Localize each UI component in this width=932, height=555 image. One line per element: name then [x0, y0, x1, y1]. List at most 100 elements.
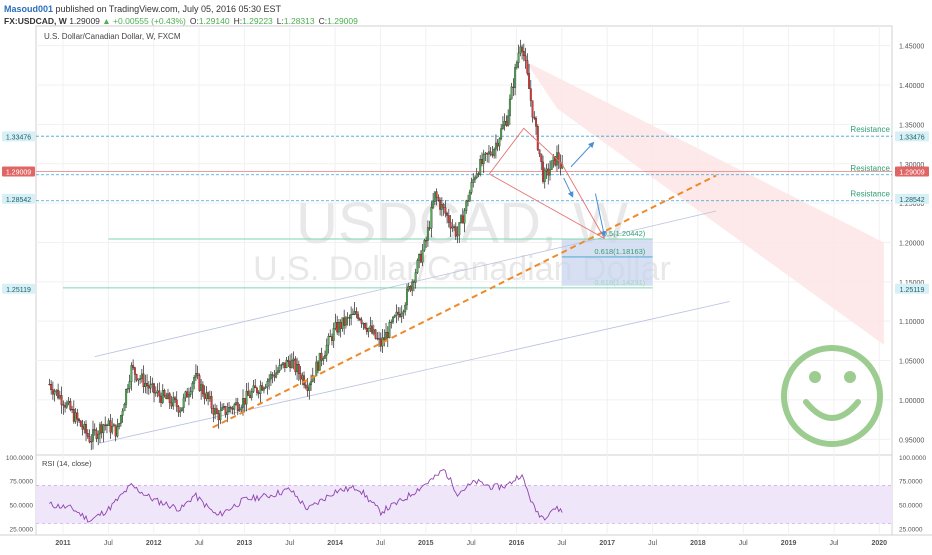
candle-body — [388, 322, 391, 338]
candle-body — [514, 67, 517, 88]
candle-body — [482, 154, 485, 164]
candle-body — [212, 408, 215, 415]
candle-body — [397, 311, 400, 315]
y-tick-label: 1.15000 — [899, 280, 924, 287]
projection-arrow — [594, 193, 607, 238]
author-link[interactable]: Masoud001 — [4, 4, 53, 14]
candle-body — [344, 317, 347, 326]
candle-body — [156, 390, 159, 393]
candle-body — [93, 429, 96, 431]
header-line-1: Masoud001 published on TradingView.com, … — [4, 4, 282, 14]
candle-body — [118, 423, 121, 427]
x-tick-label: Jul — [648, 540, 657, 547]
candle-body — [114, 424, 117, 437]
price-tag-right-label: 1.25119 — [900, 287, 925, 294]
candle-body — [484, 152, 487, 155]
candle-body — [161, 390, 164, 403]
candle-body — [208, 396, 211, 399]
candle-body — [543, 170, 546, 182]
candle-body — [472, 179, 475, 183]
candle-body — [74, 412, 77, 422]
candle-body — [399, 314, 401, 317]
price-tag-left-label: 1.29009 — [6, 170, 31, 177]
drawings-front: Resistance Resistance Resistance 0.5(1.2044… — [212, 125, 891, 429]
candle-body — [425, 240, 428, 242]
candle-body — [268, 378, 271, 382]
rsi-tick-left: 25.0000 — [10, 526, 34, 533]
rsi-tick-right: 50.0000 — [899, 503, 923, 510]
candle-body — [112, 424, 115, 427]
low-label: L: — [277, 16, 284, 26]
candle-body — [362, 323, 365, 325]
candle-body — [116, 426, 119, 437]
candle-body — [367, 328, 370, 332]
candle-body — [336, 322, 339, 333]
y-tick-label: 1.30000 — [899, 162, 924, 169]
candle-body — [325, 344, 328, 356]
candle-body — [140, 373, 143, 379]
rsi-pane: 25.0000 25.0000 50.0000 50.0000 75.0000 75.00… — [6, 455, 927, 533]
candle-body — [172, 397, 175, 407]
candle-body — [454, 226, 457, 237]
candle-body — [371, 325, 374, 334]
candle-body — [533, 116, 536, 119]
x-tick-label: 2017 — [599, 540, 615, 547]
candle-body — [435, 191, 438, 198]
candle-body — [125, 389, 128, 405]
candle-body — [432, 201, 435, 208]
candle-body — [346, 317, 349, 319]
candle-body — [214, 408, 217, 415]
candle-body — [217, 413, 220, 421]
candle-body — [201, 384, 204, 395]
candle-body — [522, 51, 525, 57]
candle-body — [369, 325, 372, 329]
resistance-label: Resistance — [850, 164, 890, 173]
candle-body — [468, 192, 471, 202]
candle-body — [331, 336, 333, 341]
y-tick-label: 1.45000 — [899, 44, 924, 51]
candle-body — [168, 393, 171, 404]
candle-body — [64, 405, 67, 408]
candle-body — [547, 168, 550, 176]
last-price: 1.29009 — [69, 16, 100, 26]
resistance-label: Resistance — [850, 190, 890, 199]
x-tick-label: Jul — [557, 540, 566, 547]
candle-body — [100, 424, 103, 434]
candle-body — [147, 385, 150, 389]
x-tick-label: 2012 — [146, 540, 162, 547]
candle-body — [475, 173, 478, 178]
candle-body — [374, 329, 377, 339]
resistance-label: Resistance — [850, 125, 890, 134]
candle-body — [238, 409, 241, 411]
y-tick-label: 1.10000 — [899, 319, 924, 326]
candle-body — [163, 390, 166, 396]
candle-body — [493, 149, 496, 156]
candle-body — [400, 312, 403, 317]
candle-body — [53, 391, 56, 395]
candle-body — [287, 359, 290, 362]
candle-body — [442, 204, 445, 208]
candle-body — [411, 281, 414, 291]
candle-body — [144, 383, 147, 388]
candle-body — [304, 384, 307, 388]
candle-body — [167, 393, 169, 400]
x-tick-label: 2020 — [872, 540, 888, 547]
candle-body — [266, 381, 269, 388]
candle-body — [194, 373, 197, 378]
candle-body — [467, 200, 469, 202]
header-line-2: FX:USDCAD, W 1.29009 ▲ +0.00555 (+0.43%)… — [4, 16, 358, 26]
candle-body — [489, 151, 492, 155]
candle-body — [477, 173, 480, 175]
candle-body — [339, 322, 342, 329]
candle-body — [106, 424, 108, 426]
candle-body — [299, 373, 302, 380]
candle-body — [242, 398, 244, 408]
candle-body — [200, 384, 203, 391]
candle-body — [406, 288, 408, 306]
rsi-tick-left: 50.0000 — [10, 503, 34, 510]
candle-body — [55, 389, 58, 392]
candle-body — [392, 316, 394, 323]
candle-body — [290, 360, 293, 368]
price-tag-left-label: 1.33476 — [6, 134, 31, 141]
